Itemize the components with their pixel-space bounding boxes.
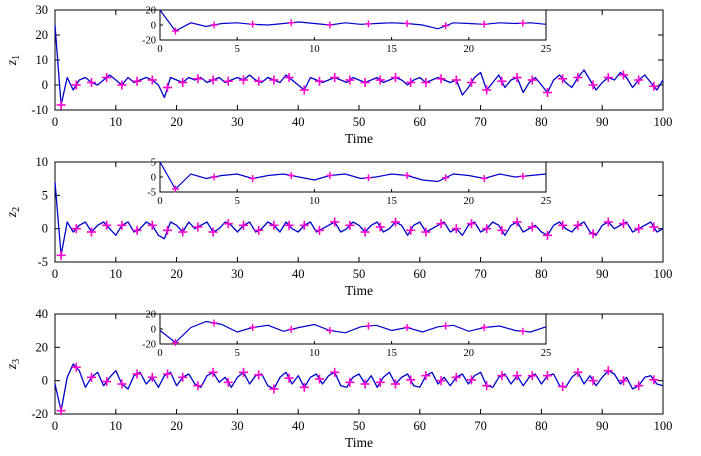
y-tick-label: -10 [31,103,48,117]
inset-x-tick-label: 20 [464,44,475,55]
y-tick-label: -20 [31,407,48,421]
x-tick-label: 50 [353,115,366,129]
x-tick-label: 0 [52,115,58,129]
y-axis-label: z3 [4,359,22,370]
x-axis-label: Time [345,435,373,450]
y-tick-label: 20 [36,340,49,354]
x-tick-label: 10 [110,267,123,281]
inset-x-tick-label: 10 [309,348,320,359]
inset-axes-box [159,9,547,41]
x-tick-label: 70 [474,267,487,281]
x-tick-label: 30 [231,419,244,433]
inset-x-tick-label: 15 [386,348,397,359]
chart-panel-z1: 0 10 20 30 40 50 60 70 80 90 100 -10 0 10 20 30 Time z1 0 5… [0,0,701,152]
x-tick-label: 100 [654,419,673,433]
inset-y-tick-label: 20 [146,6,157,17]
inset-x-tick-label: 0 [157,348,162,359]
y-axis-label: z2 [4,207,22,218]
y-tick-label: 0 [42,374,48,388]
x-tick-label: 40 [292,115,305,129]
x-tick-label: 20 [170,419,183,433]
x-tick-label: 70 [474,419,487,433]
y-tick-label: 20 [36,28,49,42]
inset-x-tick-label: 20 [464,348,475,359]
x-tick-label: 30 [231,115,244,129]
inset-x-tick-label: 5 [235,196,240,207]
inset-x-tick-label: 5 [235,348,240,359]
inset-y-tick-label: 5 [151,158,156,169]
series-line [54,363,664,412]
inset-y-tick-label: -5 [147,188,156,199]
inset-x-tick-label: 0 [157,196,162,207]
x-tick-label: 100 [654,267,673,281]
chart-panel-z3: 0 10 20 30 40 50 60 70 80 90 100 -20 0 20 40 Time z3 0 5 10… [0,304,701,456]
y-tick-label: 40 [36,307,49,321]
inset-axes-box [159,313,547,345]
x-tick-label: 0 [52,267,58,281]
x-tick-label: 60 [414,419,427,433]
x-tick-label: 90 [596,115,609,129]
inset-axes-box [159,161,547,193]
inset-y-tick-label: 0 [151,325,156,336]
x-tick-label: 60 [414,115,427,129]
inset-x-tick-label: 25 [541,196,552,207]
x-tick-label: 40 [292,419,305,433]
x-tick-label: 50 [353,419,366,433]
inset-x-tick-label: 10 [309,196,320,207]
x-tick-label: 50 [353,267,366,281]
x-tick-label: 40 [292,267,305,281]
x-tick-label: 80 [535,115,548,129]
y-tick-label: 0 [42,222,48,236]
x-tick-label: 60 [414,267,427,281]
x-tick-label: 30 [231,267,244,281]
y-tick-label: 10 [36,155,49,169]
x-tick-label: 100 [654,115,673,129]
x-tick-label: 20 [170,115,183,129]
chart-panel-z2: 0 10 20 30 40 50 60 70 80 90 100 -5 0 5 10 Time z2 0 5 10 15… [0,152,701,304]
y-tick-label: -5 [38,255,48,269]
x-tick-label: 70 [474,115,487,129]
x-tick-label: 0 [52,419,58,433]
inset-x-tick-label: 25 [541,348,552,359]
x-tick-label: 90 [596,419,609,433]
inset-x-tick-label: 15 [386,44,397,55]
x-tick-label: 10 [110,419,123,433]
series-line [54,181,664,256]
x-tick-label: 10 [110,115,123,129]
x-tick-label: 90 [596,267,609,281]
y-tick-label: 30 [36,3,49,17]
y-tick-label: 10 [36,53,49,67]
x-axis-label: Time [345,131,373,146]
y-axis-label: z1 [4,55,22,66]
inset-y-tick-label: 0 [151,21,156,32]
inset-x-tick-label: 0 [157,44,162,55]
inset-y-tick-label: -20 [142,340,156,351]
x-axis-label: Time [345,283,373,298]
series-line [54,24,664,106]
inset-x-tick-label: 20 [464,196,475,207]
inset-y-tick-label: -20 [142,36,156,47]
y-tick-label: 0 [42,78,48,92]
inset-x-tick-label: 25 [541,44,552,55]
inset-x-tick-label: 15 [386,196,397,207]
x-tick-label: 20 [170,267,183,281]
inset-x-tick-label: 5 [235,44,240,55]
inset-y-tick-label: 20 [146,310,157,321]
inset-y-tick-label: 0 [151,173,156,184]
x-tick-label: 80 [535,419,548,433]
x-tick-label: 80 [535,267,548,281]
y-tick-label: 5 [42,188,48,202]
inset-x-tick-label: 10 [309,44,320,55]
